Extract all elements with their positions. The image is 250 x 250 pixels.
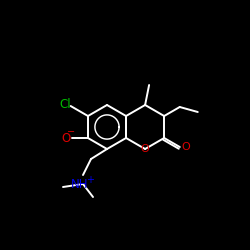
Text: O: O — [61, 132, 70, 144]
Text: O: O — [181, 142, 190, 152]
Text: −: − — [67, 127, 75, 137]
Text: O: O — [141, 144, 150, 154]
Text: +: + — [86, 175, 94, 185]
Text: NH: NH — [71, 178, 89, 190]
Text: Cl: Cl — [60, 98, 72, 110]
